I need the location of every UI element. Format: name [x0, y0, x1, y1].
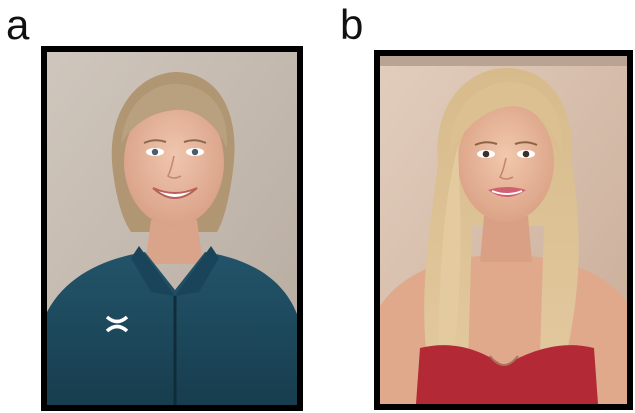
collar-right — [175, 246, 219, 296]
photo-frame-a — [41, 46, 303, 411]
eyebrow-left — [143, 139, 167, 144]
eyebrow-right — [183, 139, 207, 144]
nose — [166, 155, 182, 179]
hair-fringe — [449, 82, 563, 156]
ceiling-edge — [380, 56, 627, 66]
red-top — [416, 345, 598, 404]
neck — [480, 216, 532, 262]
panel-label-b: b — [340, 1, 364, 48]
portrait-photo-a — [47, 52, 297, 405]
under-armour-logo — [105, 315, 129, 333]
hair-strand-left — [438, 146, 461, 356]
neck — [145, 220, 203, 264]
lips — [488, 187, 526, 197]
eyebrow-right — [514, 141, 538, 146]
portrait-photo-b — [380, 56, 627, 404]
face — [124, 98, 224, 226]
panel-label-a: a — [6, 1, 30, 48]
neckline-shadow — [489, 355, 519, 366]
hair-top — [121, 83, 228, 148]
collar-left — [131, 246, 175, 296]
nose — [498, 157, 514, 180]
jacket — [47, 252, 297, 405]
smile — [152, 187, 198, 199]
face — [458, 102, 554, 222]
photo-frame-b — [374, 50, 633, 410]
eyebrow-left — [474, 141, 498, 146]
